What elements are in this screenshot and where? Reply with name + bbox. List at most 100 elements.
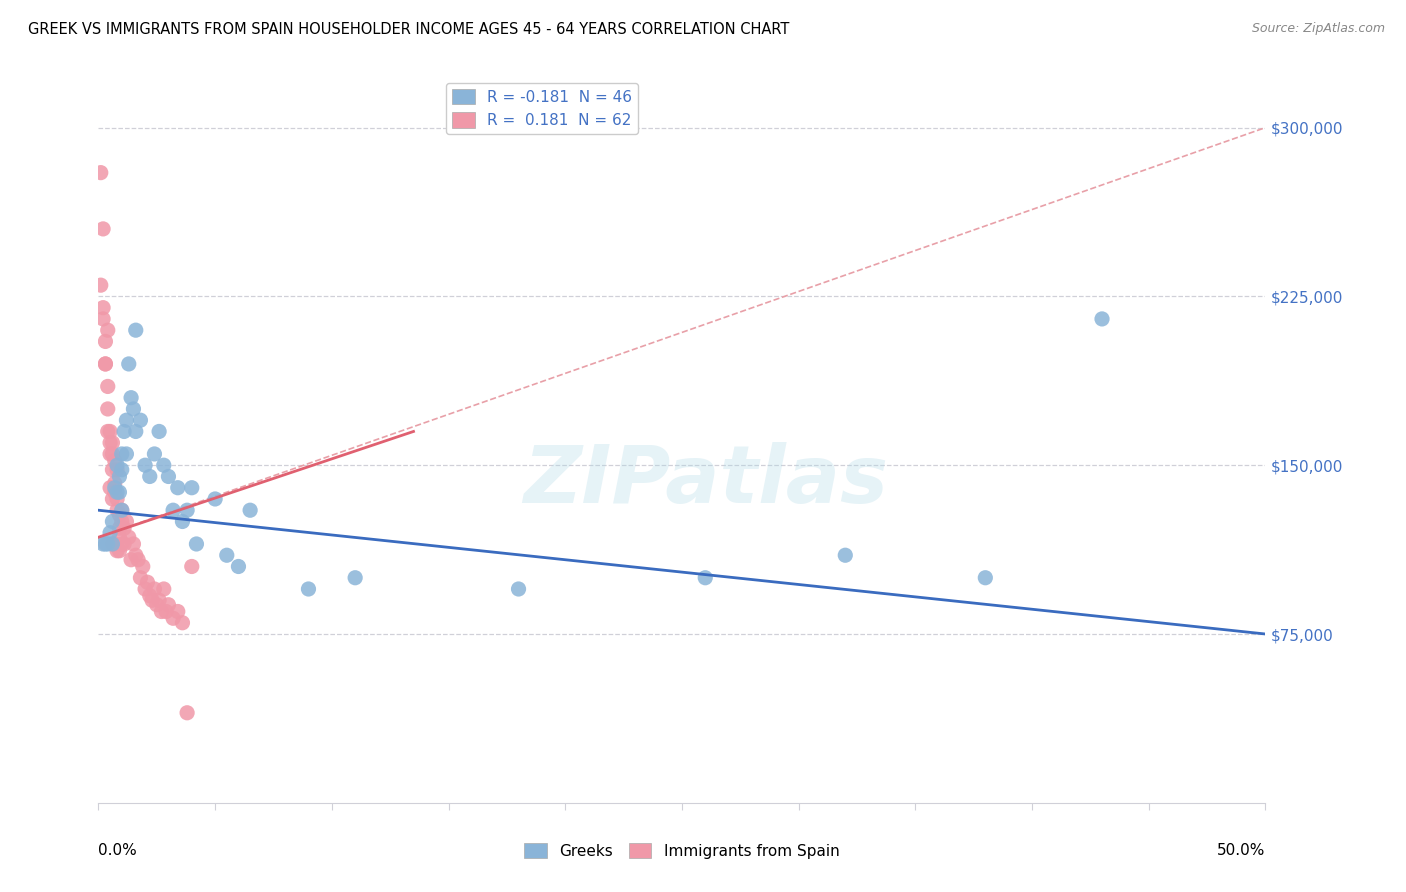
Point	[108, 485, 131, 500]
Point	[127, 553, 149, 567]
Point	[97, 425, 120, 439]
Point	[105, 503, 128, 517]
Point	[152, 582, 174, 596]
Point	[155, 605, 177, 619]
Point	[118, 357, 141, 371]
Point	[101, 463, 124, 477]
Point	[239, 503, 262, 517]
Point	[508, 582, 530, 596]
Point	[176, 503, 198, 517]
Point	[98, 481, 121, 495]
Point	[297, 582, 319, 596]
Point	[98, 435, 121, 450]
Point	[125, 548, 148, 562]
Text: GREEK VS IMMIGRANTS FROM SPAIN HOUSEHOLDER INCOME AGES 45 - 64 YEARS CORRELATION: GREEK VS IMMIGRANTS FROM SPAIN HOUSEHOLD…	[28, 22, 790, 37]
Point	[695, 571, 717, 585]
Point	[115, 515, 138, 529]
Point	[111, 537, 134, 551]
Point	[974, 571, 997, 585]
Point	[139, 589, 162, 603]
Point	[94, 357, 117, 371]
Point	[91, 312, 114, 326]
Point	[105, 463, 128, 477]
Point	[125, 323, 148, 337]
Point	[186, 537, 208, 551]
Text: 0.0%: 0.0%	[98, 843, 138, 858]
Point	[143, 582, 166, 596]
Point	[98, 525, 121, 540]
Point	[108, 469, 131, 483]
Point	[108, 543, 131, 558]
Point	[141, 593, 163, 607]
Point	[115, 447, 138, 461]
Point	[122, 401, 145, 416]
Point	[111, 503, 134, 517]
Point	[157, 469, 180, 483]
Point	[104, 481, 127, 495]
Point	[120, 553, 142, 567]
Point	[162, 503, 184, 517]
Point	[134, 458, 156, 473]
Point	[105, 485, 128, 500]
Point	[172, 515, 194, 529]
Point	[834, 548, 856, 562]
Point	[143, 447, 166, 461]
Point	[104, 485, 127, 500]
Point	[166, 481, 188, 495]
Point	[90, 278, 112, 293]
Point	[129, 571, 152, 585]
Point	[132, 559, 155, 574]
Point	[204, 491, 226, 506]
Point	[104, 537, 127, 551]
Point	[97, 379, 120, 393]
Point	[104, 476, 127, 491]
Point	[112, 537, 135, 551]
Point	[101, 515, 124, 529]
Point	[101, 491, 124, 506]
Point	[1091, 312, 1114, 326]
Legend: Greeks, Immigrants from Spain: Greeks, Immigrants from Spain	[519, 837, 845, 864]
Point	[94, 334, 117, 349]
Point	[139, 469, 162, 483]
Point	[136, 575, 159, 590]
Text: 50.0%: 50.0%	[1218, 843, 1265, 858]
Point	[105, 543, 128, 558]
Point	[148, 425, 170, 439]
Point	[91, 222, 114, 236]
Text: Source: ZipAtlas.com: Source: ZipAtlas.com	[1251, 22, 1385, 36]
Point	[157, 598, 180, 612]
Point	[134, 582, 156, 596]
Point	[166, 605, 188, 619]
Point	[94, 357, 117, 371]
Point	[228, 559, 250, 574]
Point	[108, 530, 131, 544]
Point	[344, 571, 367, 585]
Point	[94, 537, 117, 551]
Point	[162, 611, 184, 625]
Point	[118, 530, 141, 544]
Point	[120, 391, 142, 405]
Point	[97, 401, 120, 416]
Point	[146, 598, 169, 612]
Point	[98, 425, 121, 439]
Point	[215, 548, 238, 562]
Point	[152, 458, 174, 473]
Point	[129, 413, 152, 427]
Point	[101, 447, 124, 461]
Point	[112, 521, 135, 535]
Point	[111, 447, 134, 461]
Point	[125, 425, 148, 439]
Point	[98, 447, 121, 461]
Point	[97, 537, 120, 551]
Point	[172, 615, 194, 630]
Point	[91, 537, 114, 551]
Point	[104, 453, 127, 467]
Point	[111, 515, 134, 529]
Point	[150, 605, 173, 619]
Point	[101, 537, 124, 551]
Point	[97, 323, 120, 337]
Point	[111, 503, 134, 517]
Point	[101, 435, 124, 450]
Point	[148, 593, 170, 607]
Point	[105, 458, 128, 473]
